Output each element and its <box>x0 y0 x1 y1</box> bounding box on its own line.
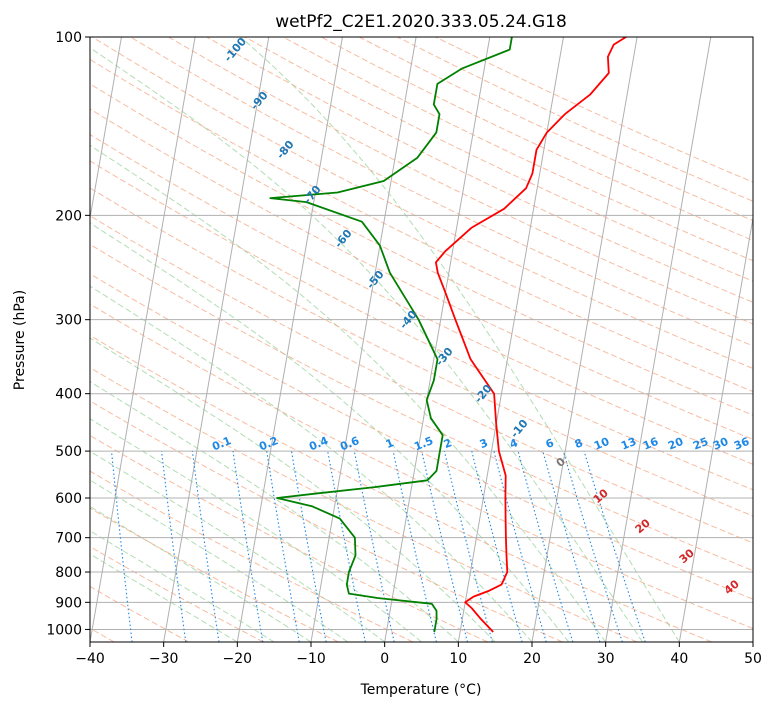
y-axis-label: Pressure (hPa) <box>12 290 28 390</box>
mixing-ratio-label: 10 <box>592 435 611 453</box>
isotherm-line <box>310 37 417 642</box>
mixing-ratio-line <box>353 450 395 642</box>
x-tick-label: −30 <box>149 651 179 667</box>
dry-adiabat-line <box>90 83 753 416</box>
x-tick-label: −20 <box>223 651 253 667</box>
mixing-ratio-line <box>421 450 469 642</box>
x-tick-label: −40 <box>75 651 105 667</box>
dewpoint-line <box>269 37 513 633</box>
mixing-ratio-label: 2 <box>442 436 454 451</box>
mixing-ratio-label: 36 <box>732 435 751 453</box>
chart-title: wetPf2_C2E1.2020.333.05.24.G18 <box>275 12 567 32</box>
x-tick-label: 0 <box>380 651 389 667</box>
x-tick-label: 40 <box>670 651 688 667</box>
dry-adiabat-line <box>90 507 339 642</box>
mixing-ratio-line <box>471 450 523 642</box>
y-axis-ticks: 100 200 300 400 500 600 700 800 900 1000 <box>46 30 90 638</box>
x-tick-label: 10 <box>449 651 467 667</box>
y-tick-label: 600 <box>55 491 82 507</box>
dry-adiabat-line <box>90 303 753 630</box>
mixing-ratio-label: 13 <box>619 435 638 453</box>
y-tick-label: 400 <box>55 387 82 403</box>
dry-adiabat-line <box>90 108 753 440</box>
mixing-ratio-label: 3 <box>478 436 490 451</box>
mixing-ratio-line <box>191 451 220 642</box>
isotherm-line <box>531 37 638 642</box>
x-axis-label: Temperature (°C) <box>360 682 482 698</box>
x-tick-label: 20 <box>523 651 541 667</box>
mixing-ratio-line <box>327 451 366 642</box>
dry-adiabat-line <box>90 215 753 544</box>
dry-adiabats <box>90 37 753 642</box>
mixing-ratio-label: 8 <box>573 436 585 451</box>
profile-series <box>269 37 628 633</box>
dry-adiabat-line <box>90 58 753 393</box>
mixing-ratio-label: 30 <box>711 435 730 453</box>
mixing-ratio-label: 16 <box>641 435 660 453</box>
isotherm-line <box>90 37 122 221</box>
isotherm-line <box>384 37 491 642</box>
y-tick-label: 100 <box>55 30 82 46</box>
mixing-ratio-line <box>232 451 264 642</box>
mixing-ratio-line <box>583 450 646 642</box>
isotherm-line <box>163 37 270 642</box>
isotherm-line <box>90 37 196 642</box>
x-tick-label: 50 <box>744 651 762 667</box>
moist-adiabat-line <box>90 418 422 642</box>
moist-adiabat-line <box>90 381 459 642</box>
temperature-line <box>434 37 628 633</box>
mixing-ratio-line <box>110 451 133 642</box>
mixing-ratio-label: 25 <box>691 435 710 453</box>
dry-adiabat-line <box>91 37 753 370</box>
dry-adiabat-line <box>90 134 753 465</box>
isotherm-line <box>236 37 343 642</box>
moist-adiabat-line <box>90 337 496 642</box>
dry-adiabat-line <box>168 37 753 325</box>
dry-adiabat-line <box>90 273 753 600</box>
dry-adiabat-line <box>90 243 753 572</box>
y-tick-label: 500 <box>55 444 82 460</box>
moist-adiabat-line <box>90 144 607 642</box>
mixing-ratio-line <box>517 450 574 642</box>
y-tick-label: 1000 <box>46 622 82 638</box>
moist-adiabat-line <box>90 222 570 642</box>
moist-adiabat-line <box>90 553 238 642</box>
mixing-ratio-line <box>160 451 187 642</box>
dry-adiabat-line <box>90 160 753 491</box>
dry-adiabat-line <box>90 585 190 642</box>
mixing-ratio-line <box>562 450 623 642</box>
y-tick-label: 800 <box>55 565 82 581</box>
plot-frame <box>89 36 754 643</box>
x-axis-ticks: −40 −30 −20 −10 0 10 20 30 40 50 <box>75 642 762 667</box>
x-tick-label: −10 <box>296 651 326 667</box>
isotherm-line <box>457 37 564 642</box>
dry-adiabat-line <box>90 367 638 642</box>
moist-adiabat-line <box>90 450 385 642</box>
mixing-ratio-line <box>542 450 601 642</box>
mixing-ratio-label: 1 <box>384 436 396 451</box>
mixing-ratio-line <box>392 450 437 642</box>
moist-adiabat-line <box>90 47 643 642</box>
isotherm-line <box>605 37 712 642</box>
y-tick-label: 300 <box>55 313 82 329</box>
mixing-ratio-label: 20 <box>666 435 685 453</box>
x-tick-label: 30 <box>597 651 615 667</box>
y-tick-label: 700 <box>55 531 82 547</box>
mixing-ratio-line <box>443 450 493 642</box>
y-tick-label: 900 <box>55 595 82 611</box>
isotherm-line <box>678 215 753 642</box>
moist-adiabat-line <box>90 479 349 642</box>
skewed-isotherms <box>90 37 753 642</box>
y-tick-label: 200 <box>55 208 82 224</box>
dry-adiabat-line <box>90 434 488 642</box>
